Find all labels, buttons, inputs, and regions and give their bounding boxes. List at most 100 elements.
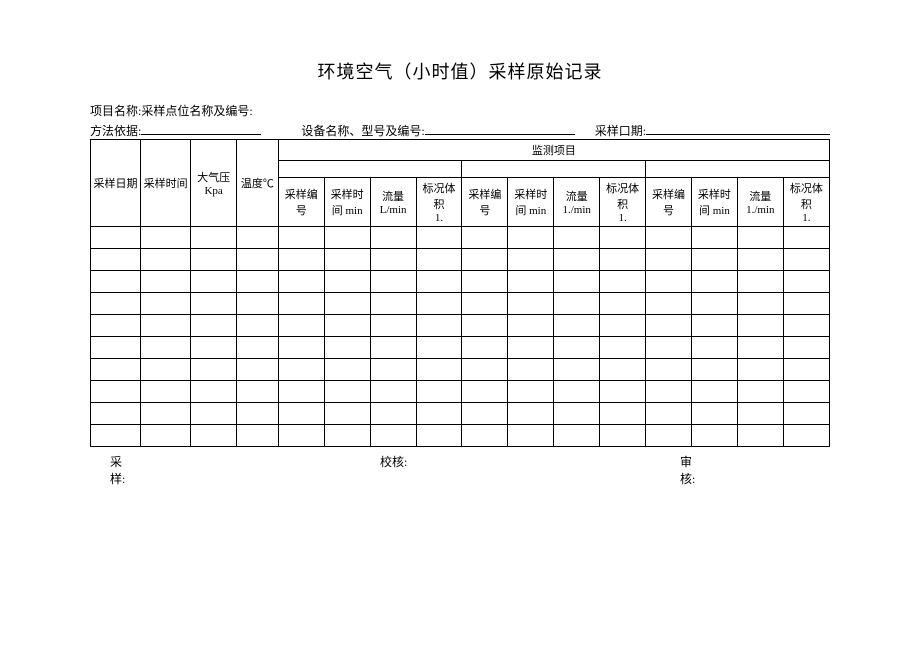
- cell: [141, 293, 191, 315]
- cell: [783, 337, 829, 359]
- table-row: [91, 337, 830, 359]
- cell: [278, 271, 324, 293]
- th-g2-1: 采样编号: [462, 178, 508, 227]
- cell: [737, 425, 783, 447]
- cell: [370, 359, 416, 381]
- cell: [737, 359, 783, 381]
- th-monitor: 监测项目: [278, 140, 829, 161]
- method-label: 方法依据:: [90, 122, 141, 139]
- cell: [141, 425, 191, 447]
- cell: [508, 425, 554, 447]
- cell: [416, 293, 462, 315]
- cell: [691, 359, 737, 381]
- cell: [191, 227, 237, 249]
- cell: [600, 271, 646, 293]
- cell: [737, 271, 783, 293]
- cell: [278, 381, 324, 403]
- cell: [462, 249, 508, 271]
- cell: [646, 425, 692, 447]
- cell: [691, 293, 737, 315]
- cell: [554, 271, 600, 293]
- cell: [600, 315, 646, 337]
- cell: [324, 293, 370, 315]
- cell: [737, 315, 783, 337]
- cell: [416, 315, 462, 337]
- th-pressure: 大气压Kpa: [191, 140, 237, 227]
- cell: [324, 249, 370, 271]
- cell: [278, 315, 324, 337]
- cell: [416, 425, 462, 447]
- cell: [554, 425, 600, 447]
- cell: [370, 403, 416, 425]
- cell: [370, 425, 416, 447]
- cell: [191, 403, 237, 425]
- cell: [646, 227, 692, 249]
- cell: [783, 381, 829, 403]
- cell: [646, 315, 692, 337]
- th-temp: 温度℃: [237, 140, 279, 227]
- cell: [508, 337, 554, 359]
- cell: [691, 315, 737, 337]
- cell: [737, 293, 783, 315]
- cell: [416, 381, 462, 403]
- cell: [554, 337, 600, 359]
- footer-auditor: 审核:: [680, 453, 695, 487]
- cell: [416, 403, 462, 425]
- cell: [141, 227, 191, 249]
- equip-blank: [425, 121, 575, 135]
- th-g1-2: 采样时间 min: [324, 178, 370, 227]
- table-row: [91, 293, 830, 315]
- cell: [278, 425, 324, 447]
- method-blank: [141, 121, 261, 135]
- cell: [324, 425, 370, 447]
- table-row: [91, 425, 830, 447]
- cell: [91, 337, 141, 359]
- cell: [324, 337, 370, 359]
- cell: [91, 271, 141, 293]
- cell: [278, 249, 324, 271]
- cell: [91, 381, 141, 403]
- cell: [416, 249, 462, 271]
- table-row: [91, 271, 830, 293]
- cell: [462, 425, 508, 447]
- cell: [600, 359, 646, 381]
- cell: [370, 337, 416, 359]
- cell: [462, 271, 508, 293]
- footer-row: 采样: 校核: 审核:: [90, 453, 830, 487]
- cell: [191, 249, 237, 271]
- table-row: [91, 381, 830, 403]
- cell: [691, 403, 737, 425]
- cell: [141, 381, 191, 403]
- cell: [237, 249, 279, 271]
- cell: [324, 381, 370, 403]
- cell: [508, 359, 554, 381]
- th-g2-2: 采样时间 min: [508, 178, 554, 227]
- cell: [237, 359, 279, 381]
- cell: [691, 249, 737, 271]
- cell: [646, 249, 692, 271]
- table-row: [91, 227, 830, 249]
- cell: [783, 315, 829, 337]
- cell: [462, 227, 508, 249]
- cell: [91, 249, 141, 271]
- cell: [554, 249, 600, 271]
- cell: [691, 337, 737, 359]
- th-g3-3: 流量1./min: [737, 178, 783, 227]
- cell: [370, 293, 416, 315]
- cell: [91, 403, 141, 425]
- cell: [278, 403, 324, 425]
- cell: [783, 249, 829, 271]
- cell: [646, 293, 692, 315]
- th-group2-blank: [462, 161, 646, 178]
- cell: [737, 249, 783, 271]
- cell: [416, 227, 462, 249]
- th-g1-3: 流量L/min: [370, 178, 416, 227]
- meta-row-1: 项目名称:采样点位名称及编号:: [90, 102, 830, 119]
- cell: [646, 337, 692, 359]
- th-g3-1: 采样编号: [646, 178, 692, 227]
- th-group3-blank: [646, 161, 830, 178]
- cell: [600, 381, 646, 403]
- cell: [278, 293, 324, 315]
- cell: [646, 359, 692, 381]
- cell: [141, 249, 191, 271]
